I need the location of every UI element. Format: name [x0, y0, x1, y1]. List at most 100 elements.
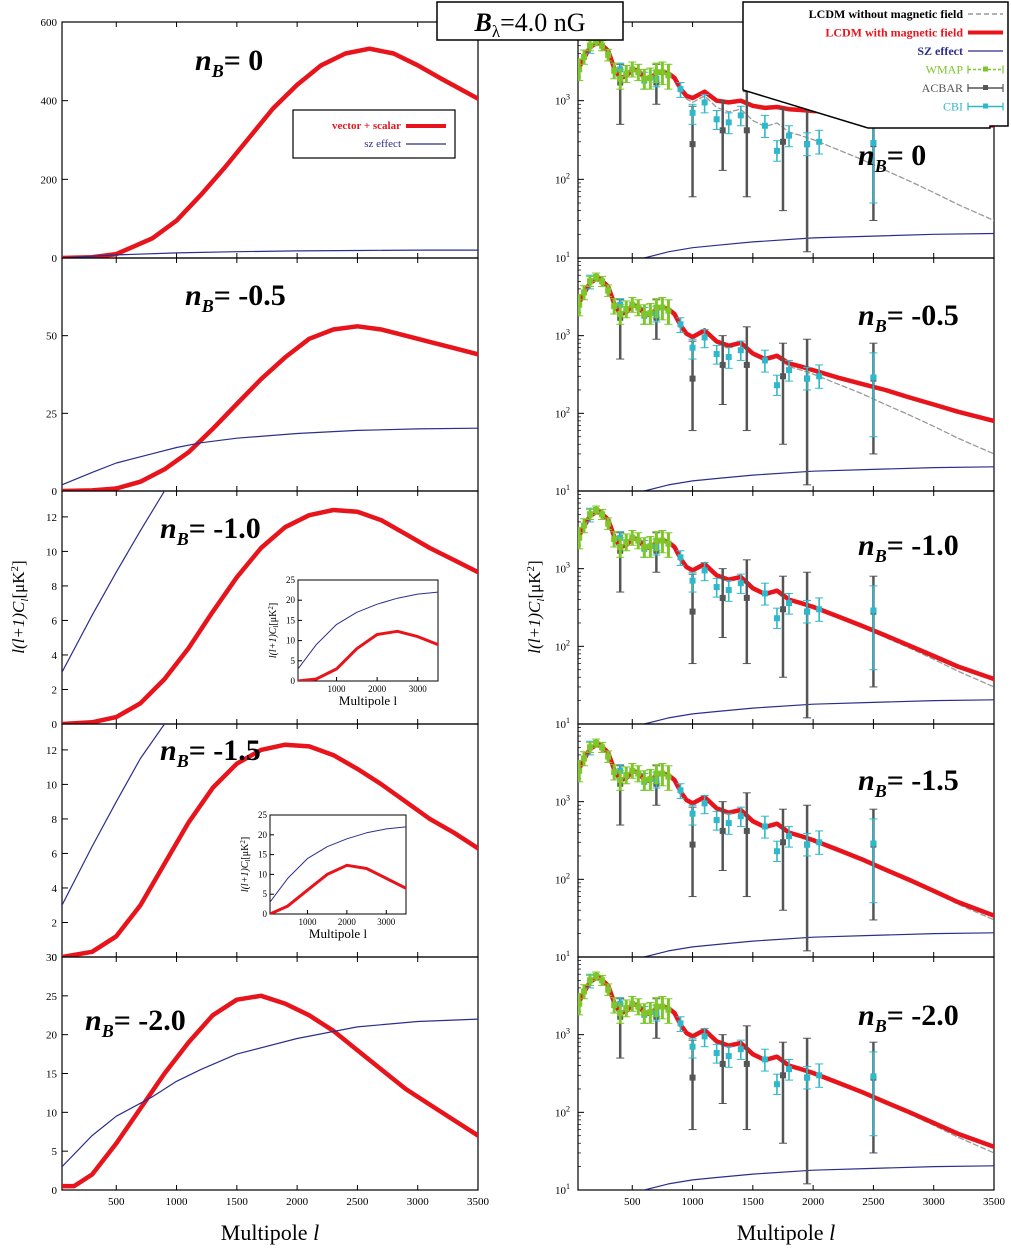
plot-area	[578, 505, 994, 724]
wmap-point	[629, 534, 636, 541]
inset-frame	[297, 579, 439, 682]
y-tick-label: 0	[52, 952, 58, 964]
panel-left-nb-2.0: 0 5 10 15 20 25 30 500 1000 1500 2000 2500 3000 3500 n…	[46, 952, 490, 1208]
cbi-point	[804, 141, 811, 148]
wmap-point	[578, 1000, 583, 1007]
wmap-point	[629, 1000, 636, 1007]
cbi-point	[689, 109, 696, 116]
panel-frame	[61, 956, 479, 1191]
panel-right-nb-0.5: 101 102 103 nB= -0.5	[555, 257, 995, 498]
wmap-point	[659, 304, 666, 311]
wmap-point	[599, 42, 606, 49]
y-tick-label: 400	[41, 96, 58, 108]
inset-x-axis-label: Multipole l	[339, 693, 398, 708]
acbar-point	[719, 127, 726, 134]
cbi-point	[725, 587, 732, 594]
series-vector-scalar-line	[62, 993, 478, 1189]
wmap-point	[605, 52, 612, 59]
cbi-point	[701, 800, 708, 807]
legend-label-total: LCDM with magnetic field	[825, 26, 963, 40]
wmap-point	[641, 544, 648, 551]
panel-left-nb-0.5: 0 25 50 nB= -0.5	[46, 257, 479, 498]
inset-y-tick-label: 5	[263, 889, 268, 899]
wmap-point	[635, 1003, 642, 1010]
wmap-point	[647, 543, 654, 550]
x-axis-label-left: Multipole l	[221, 1220, 319, 1245]
wmap-point	[593, 739, 600, 746]
wmap-point	[647, 776, 654, 783]
cbi-point	[804, 608, 811, 615]
inset-x-tick-label: 3000	[409, 684, 428, 694]
panel-left-nb-0: 0 200 400 600 nB= 0 vector + scalar sz effect	[41, 17, 479, 265]
inset-panel: 0 5 10 15 20 25 1000 2000 3000 Multipole l l(l+1)C…	[267, 575, 439, 708]
wmap-point	[665, 72, 672, 79]
series-vector-scalar-line	[62, 742, 478, 957]
wmap-point	[599, 278, 606, 285]
inset-y-tick-label: 15	[258, 850, 268, 860]
acbar-point	[689, 1074, 696, 1081]
plot-area	[578, 272, 994, 491]
plot-area	[62, 46, 478, 258]
inset-plot-area	[298, 591, 438, 681]
inset-vector-scalar-line	[270, 863, 406, 914]
wmap-point	[578, 66, 583, 73]
wmap-point	[629, 66, 636, 73]
wmap-point	[653, 1003, 660, 1010]
acbar-point	[743, 127, 750, 134]
wmap-point	[593, 38, 600, 45]
panel-nb-label: nB= -1.5	[160, 734, 261, 771]
inset-y-axis-label: l(l+1)Cl[μK2]	[267, 603, 280, 658]
acbar-point	[779, 839, 786, 846]
cbi-point	[816, 606, 823, 613]
panel-frame	[577, 956, 995, 1191]
y-tick-label: 50	[46, 331, 58, 343]
legend-swatch-point	[983, 85, 988, 90]
inset-y-tick-label: 0	[263, 909, 268, 919]
wmap-point	[581, 988, 588, 995]
x-tick-label: 2000	[802, 1196, 825, 1208]
y-axis-label-left: l(l+1)Cl[μK2]	[9, 560, 31, 653]
inset-y-tick-label: 10	[258, 869, 268, 879]
wmap-point	[623, 539, 630, 546]
inset-sz-line	[298, 591, 438, 670]
wmap-point	[653, 537, 660, 544]
y-tick-label: 5	[52, 1146, 58, 1158]
y-tick-label: 12	[46, 512, 57, 524]
cbi-point	[870, 840, 877, 847]
x-tick-label: 2000	[286, 1196, 309, 1208]
y-tick-label: 102	[555, 171, 570, 186]
wmap-point	[641, 75, 648, 82]
plot-area	[62, 724, 478, 957]
x-tick-label: 2500	[862, 1196, 885, 1208]
y-tick-label: 102	[555, 405, 570, 420]
wmap-point	[599, 977, 606, 984]
x-tick-label: 1500	[742, 1196, 765, 1208]
legend-label-cbi: CBI	[943, 100, 963, 114]
wmap-point	[635, 69, 642, 76]
legend-label-sz: SZ effect	[917, 44, 963, 58]
y-tick-label: 12	[46, 745, 57, 757]
cbi-point	[786, 132, 793, 139]
cbi-point	[677, 554, 684, 561]
inset-y-axis-label: l(l+1)Cl[μK2]	[239, 837, 252, 892]
wmap-point	[647, 74, 654, 81]
acbar-point	[743, 827, 750, 834]
x-tick-label: 500	[108, 1196, 125, 1208]
x-tick-label: 3500	[983, 1196, 1006, 1208]
panel-nb-label: nB= -0.5	[185, 279, 286, 316]
cbi-point	[689, 577, 696, 584]
wmap-point	[647, 310, 654, 317]
panel-right-nb-1.5: 101 102 103 nB= -1.5	[555, 723, 995, 964]
inset-y-tick-label: 20	[286, 595, 296, 605]
wmap-point	[653, 304, 660, 311]
cbi-point	[713, 351, 720, 358]
y-tick-label: 2	[52, 684, 58, 696]
wmap-point	[593, 273, 600, 280]
y-tick-label: 25	[46, 991, 58, 1003]
cbi-point	[804, 375, 811, 382]
series-sz-line	[643, 1165, 994, 1190]
y-tick-label: 103	[555, 93, 570, 108]
acbar-point	[743, 361, 750, 368]
cbi-point	[713, 817, 720, 824]
y-tick-label: 6	[52, 848, 58, 860]
